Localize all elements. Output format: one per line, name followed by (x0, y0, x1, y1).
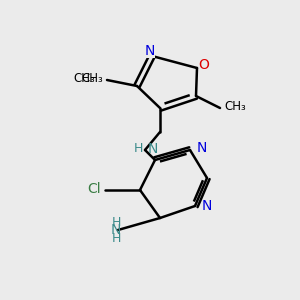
Text: H: H (111, 232, 121, 244)
Text: O: O (199, 58, 209, 72)
Text: N: N (111, 223, 121, 237)
Text: N: N (145, 44, 155, 58)
Text: CH₃: CH₃ (81, 73, 103, 85)
Text: Cl: Cl (87, 182, 101, 196)
Text: N: N (202, 199, 212, 213)
Text: CH₃: CH₃ (73, 71, 95, 85)
Text: N: N (197, 141, 207, 155)
Text: H: H (111, 215, 121, 229)
Text: N: N (148, 142, 158, 156)
Text: H: H (134, 142, 143, 155)
Text: CH₃: CH₃ (224, 100, 246, 113)
